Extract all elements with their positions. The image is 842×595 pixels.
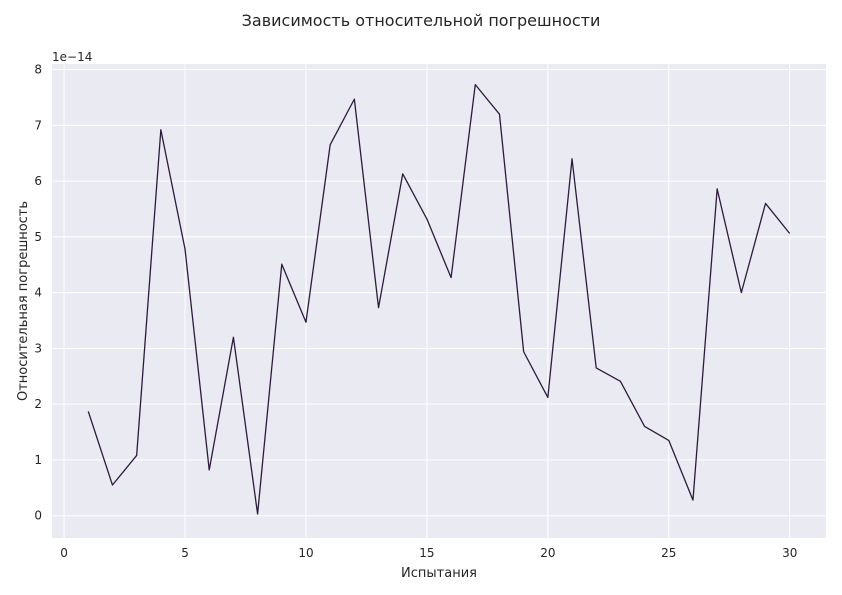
x-axis-label: Испытания [401, 566, 477, 581]
x-tick-label: 25 [661, 546, 676, 560]
x-tick-label: 30 [782, 546, 797, 560]
y-tick-label: 6 [34, 174, 42, 188]
y-tick-label: 1 [34, 453, 42, 467]
y-tick-label: 8 [34, 63, 42, 77]
plot-area [52, 64, 826, 538]
chart-title: Зависимость относительной погрешности [242, 11, 601, 30]
y-tick-label: 2 [34, 397, 42, 411]
y-tick-label: 5 [34, 230, 42, 244]
series-layer [87, 83, 791, 515]
y-offset-label: 1e−14 [52, 50, 92, 64]
y-tick-label: 3 [34, 341, 42, 355]
y-axis-label: Относительная погрешность [16, 201, 31, 401]
x-tick-label: 15 [419, 546, 434, 560]
y-tick-label: 7 [34, 118, 42, 132]
series-line [87, 83, 791, 515]
x-tick-label: 10 [298, 546, 313, 560]
x-tick-label: 20 [540, 546, 555, 560]
x-tick-label: 5 [181, 546, 189, 560]
tick-labels: 0 5 10 15 20 25 30 0 1 2 3 4 5 6 7 8 [34, 63, 797, 560]
y-tick-label: 0 [34, 509, 42, 523]
y-tick-label: 4 [34, 286, 42, 300]
grid [52, 64, 826, 538]
x-tick-label: 0 [60, 546, 68, 560]
